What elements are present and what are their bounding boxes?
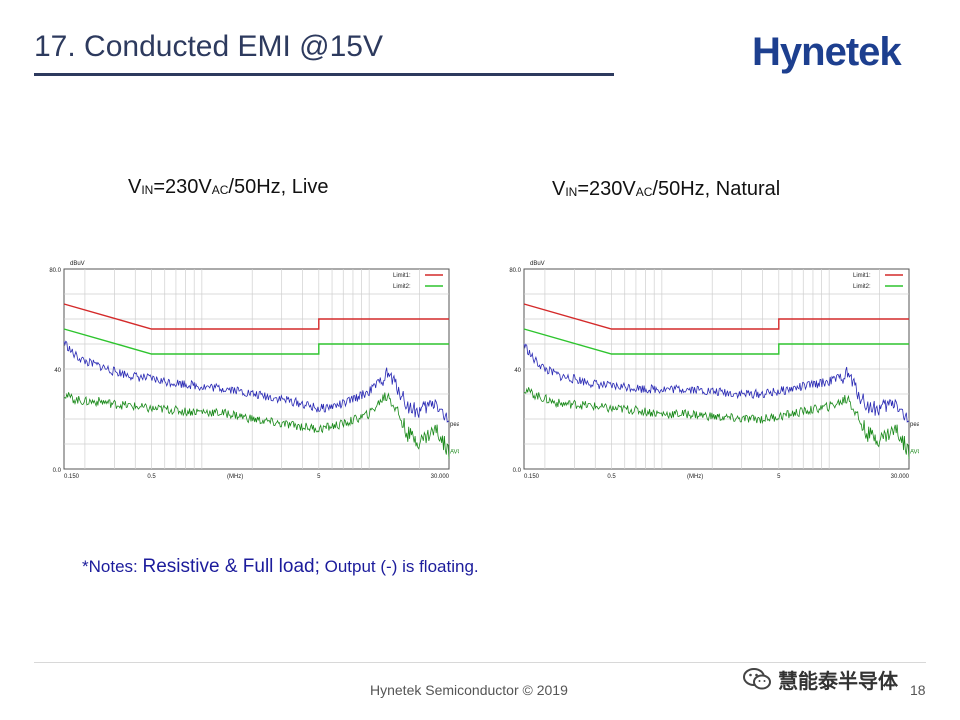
x-tick-label: 30.000	[891, 474, 910, 480]
y-tick-label: 80.0	[509, 268, 521, 274]
page-number: 18	[910, 682, 926, 698]
x-tick-label: 5	[317, 474, 321, 480]
legend-label: Limit1:	[393, 273, 411, 279]
series-line-avg	[523, 387, 910, 460]
series-line-limit2	[523, 328, 909, 355]
series-line-limit1	[63, 303, 449, 330]
x-tick-label: 0.150	[524, 474, 540, 480]
title-right-v: V	[552, 178, 566, 200]
title-underline	[34, 73, 614, 76]
legend-label: Limit2:	[393, 284, 411, 290]
notes-text: *Notes: Resistive & Full load; Output (-…	[82, 556, 479, 578]
series-line-peak	[523, 343, 910, 423]
x-tick-label: (MHz)	[687, 474, 703, 480]
notes-prefix: *Notes:	[82, 557, 143, 576]
legend-label: Limit2:	[853, 284, 871, 290]
y-tick-label: 80.0	[49, 268, 61, 274]
footer-text: Hynetek Semiconductor © 2019	[370, 682, 568, 698]
x-tick-label: 0.5	[147, 474, 156, 480]
y-unit-label: dBuV	[530, 261, 545, 267]
wechat-watermark: 慧能泰半导体	[742, 664, 898, 694]
title-right-mid: =230V	[577, 178, 636, 200]
hynetek-logo: Hynetek	[752, 30, 902, 74]
emi-chart-natural: 80.0 40 0.0 dBuV 0.150 0.5 (MHz) 5 30.000 Limit1:…	[504, 255, 919, 490]
wechat-icon	[743, 668, 771, 690]
y-tick-label: 40	[514, 368, 521, 374]
series-line-limit1	[523, 303, 909, 330]
notes-suffix: Output (-) is floating.	[319, 557, 479, 576]
title-right-sub-in: IN	[565, 185, 578, 199]
chart-title-left: VIN=230VAC/50Hz, Live	[128, 176, 328, 199]
x-tick-label: 0.150	[64, 474, 80, 480]
footer-divider	[34, 662, 926, 663]
emi-chart-live: 80.0 40 0.0 dBuV 0.150 0.5 (MHz) 5 30.000 Limit1:…	[44, 255, 459, 490]
series-label-avg: AVG	[910, 450, 919, 456]
title-left-sub-ac: AC	[211, 183, 229, 197]
x-tick-label: 30.000	[431, 474, 450, 480]
y-unit-label: dBuV	[70, 261, 85, 267]
series-line-avg	[63, 392, 450, 460]
title-left-mid: =230V	[153, 176, 212, 198]
y-tick-label: 0.0	[513, 468, 522, 474]
series-line-limit2	[63, 328, 449, 355]
chart-title-right: VIN=230VAC/50Hz, Natural	[552, 178, 780, 201]
title-left-sub-in: IN	[141, 183, 154, 197]
title-left-rest: /50Hz, Live	[228, 176, 329, 198]
x-tick-label: (MHz)	[227, 474, 243, 480]
x-tick-label: 5	[777, 474, 781, 480]
slide-title: 17. Conducted EMI @15V	[34, 30, 383, 63]
title-right-rest: /50Hz, Natural	[652, 178, 781, 200]
series-label-peak: peak	[910, 422, 919, 428]
notes-main: Resistive & Full load;	[142, 556, 320, 577]
series-label-peak: peak	[450, 422, 459, 428]
y-tick-label: 40	[54, 368, 61, 374]
title-left-v: V	[128, 176, 142, 198]
title-right-sub-ac: AC	[635, 185, 653, 199]
x-tick-label: 0.5	[607, 474, 616, 480]
series-label-avg: AVG	[450, 450, 459, 456]
series-line-peak	[63, 340, 450, 423]
watermark-text: 慧能泰半导体	[778, 670, 898, 693]
legend-label: Limit1:	[853, 273, 871, 279]
y-tick-label: 0.0	[53, 468, 62, 474]
